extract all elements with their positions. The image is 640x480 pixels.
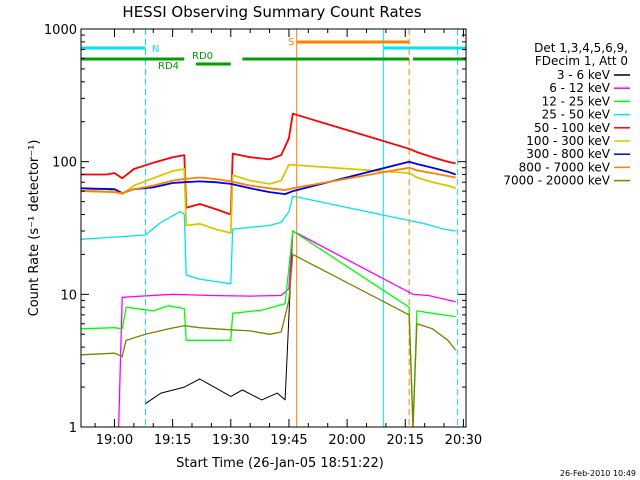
timestamp: 26-Feb-2010 10:49 xyxy=(560,469,636,478)
series-line xyxy=(81,253,457,427)
series-line xyxy=(118,230,456,427)
plot-area: N RD0 RD4 S xyxy=(81,29,466,427)
vertical-markers xyxy=(144,29,459,427)
legend-header-1: Det 1,3,4,5,6,9, xyxy=(534,41,628,55)
legend-entry-label: 25 - 50 keV xyxy=(542,108,611,122)
y-axis-label: Count Rate (s⁻¹ detector⁻¹) xyxy=(27,140,42,317)
plot-frame xyxy=(80,28,467,428)
x-axis-ticks: 19:00 19:15 19:30 19:45 20:00 20:15 20:30 xyxy=(94,29,482,448)
flag-label: RD4 xyxy=(158,61,179,72)
legend-entry-label: 7000 - 20000 keV xyxy=(503,174,610,188)
y-tick-label: 1 xyxy=(69,421,77,436)
series-line xyxy=(81,195,456,285)
x-tick-label: 19:45 xyxy=(270,433,307,448)
series-line xyxy=(81,230,456,427)
x-tick-label: 20:30 xyxy=(445,433,482,448)
legend-entry-label: 3 - 6 keV xyxy=(557,68,611,82)
legend-entry-label: 300 - 800 keV xyxy=(526,147,610,161)
legend-entry-label: 100 - 300 keV xyxy=(526,134,610,148)
legend: Det 1,3,4,5,6,9, FDecim 1, Att 0 3 - 6 k… xyxy=(503,41,630,188)
x-tick-label: 20:15 xyxy=(387,433,424,448)
y-tick-label: 1000 xyxy=(44,23,77,38)
legend-entry-label: 12 - 25 keV xyxy=(542,94,611,108)
flag-label: S xyxy=(288,37,294,48)
x-tick-label: 20:00 xyxy=(328,433,365,448)
y-tick-label: 100 xyxy=(52,156,77,171)
y-tick-label: 10 xyxy=(60,288,77,303)
series-line xyxy=(81,163,456,234)
legend-header-2: FDecim 1, Att 0 xyxy=(535,54,628,68)
y-axis-ticks: 1 10 100 1000 xyxy=(44,23,466,436)
flag-label: RD0 xyxy=(192,51,213,62)
x-tick-label: 19:30 xyxy=(212,433,249,448)
status-flags: N RD0 RD4 S xyxy=(81,37,466,72)
chart-title: HESSI Observing Summary Count Rates xyxy=(122,3,421,21)
series-line xyxy=(145,230,294,405)
series-lines xyxy=(81,112,457,427)
x-axis-label: Start Time (26-Jan-05 18:51:22) xyxy=(176,456,384,471)
flag-label: N xyxy=(152,44,159,55)
x-tick-label: 19:00 xyxy=(96,433,133,448)
legend-entry-label: 6 - 12 keV xyxy=(549,81,611,95)
legend-entry-label: 50 - 100 keV xyxy=(534,121,611,135)
x-tick-label: 19:15 xyxy=(154,433,191,448)
series-line xyxy=(81,166,456,195)
legend-entry-label: 800 - 7000 keV xyxy=(519,160,611,174)
